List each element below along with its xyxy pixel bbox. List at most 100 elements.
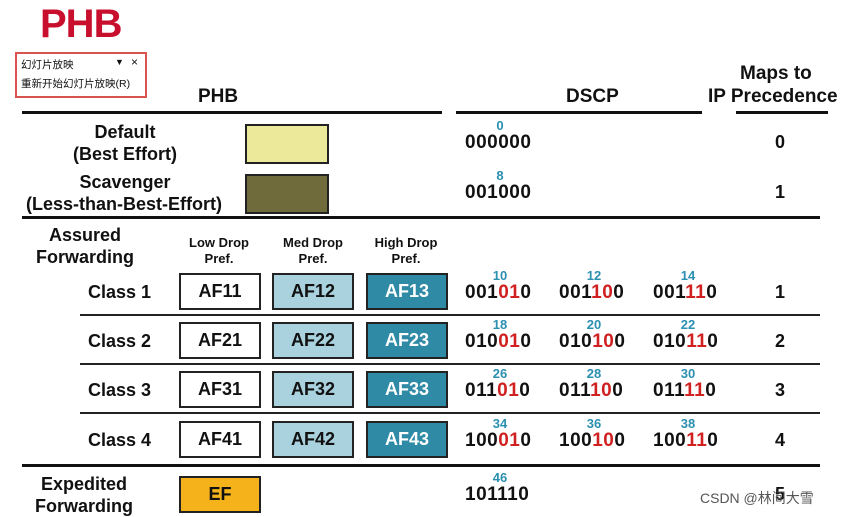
header-rule-phb: [22, 111, 442, 114]
high-drop-header-line2: Pref.: [391, 251, 421, 266]
af-row-divider: [80, 412, 820, 414]
af-high-drop-box: AF13: [366, 273, 448, 310]
dscp-bits-class: 010: [465, 331, 499, 352]
dscp-bits-class: 001: [653, 282, 686, 303]
header-rule-dscp: [456, 111, 702, 114]
maps-header-line2: IP Precedence: [708, 86, 838, 107]
dscp-bits-drop: 10: [591, 282, 614, 303]
close-icon[interactable]: ×: [131, 55, 139, 69]
af-dscp-bits: 011010: [465, 380, 530, 402]
slideshow-menu-label[interactable]: 幻灯片放映: [21, 59, 74, 71]
dscp-bits-class: 011: [465, 380, 498, 401]
af-dscp-bits: 010110: [653, 331, 718, 353]
scavenger-label: Scavenger: [79, 172, 171, 192]
ef-title-line1: Expedited: [40, 474, 128, 494]
maps-header-line1: Maps to: [740, 63, 812, 84]
af-dscp-number: 26: [492, 366, 508, 381]
af-low-drop-box: AF41: [179, 421, 261, 458]
dscp-bits-tail: 0: [614, 430, 626, 451]
dscp-bits-tail: 0: [707, 430, 719, 451]
high-drop-header-line1: High Drop: [374, 235, 438, 250]
dscp-bits-drop: 01: [498, 430, 521, 451]
dscp-bits-class: 100: [559, 430, 593, 451]
dscp-bits-tail: 0: [705, 380, 717, 401]
af-dscp-bits: 100010: [465, 430, 531, 452]
ef-title-line2: Forwarding: [35, 496, 133, 516]
af-dscp-number: 38: [680, 416, 696, 431]
slide-title: PHB: [40, 2, 122, 46]
dscp-bits-tail: 0: [520, 430, 532, 451]
af-med-drop-box: AF12: [272, 273, 354, 310]
dscp-bits-drop: 10: [590, 380, 613, 401]
ef-box: EF: [179, 476, 261, 513]
dscp-bits-drop: 01: [497, 380, 520, 401]
default-dscp-bits: 000000: [465, 132, 532, 153]
section-rule-ef: [22, 464, 820, 467]
af-med-drop-box: AF32: [272, 371, 354, 408]
scavenger-sublabel: (Less-than-Best-Effort): [26, 194, 222, 214]
restart-slideshow-item[interactable]: 重新开始幻灯片放映(R): [21, 78, 131, 90]
af-high-drop-box: AF43: [366, 421, 448, 458]
af-class-label: Class 1: [88, 282, 152, 302]
dropdown-arrow-icon[interactable]: ▼: [115, 57, 124, 67]
dscp-bits-tail: 0: [520, 282, 532, 303]
af-dscp-number: 22: [680, 317, 696, 332]
af-low-drop-box: AF31: [179, 371, 261, 408]
dscp-bits-class: 010: [559, 331, 593, 352]
af-dscp-bits: 011100: [559, 380, 623, 402]
dscp-bits-class: 011: [653, 380, 685, 401]
dscp-bits-drop: 11: [686, 430, 708, 451]
dscp-bits-class: 010: [653, 331, 687, 352]
default-ip-precedence: 0: [774, 132, 785, 152]
ef-ip-precedence: 5: [774, 484, 785, 504]
af-dscp-bits: 001010: [465, 282, 531, 304]
af-ip-precedence: 2: [774, 331, 785, 351]
dscp-bits-drop: 10: [592, 331, 615, 352]
dscp-bits-class: 001: [559, 282, 592, 303]
af-dscp-number: 18: [492, 317, 508, 332]
dscp-bits-drop: 10: [592, 430, 615, 451]
af-dscp-bits: 001110: [653, 282, 717, 304]
af-high-drop-box: AF23: [366, 322, 448, 359]
low-drop-header-line2: Pref.: [204, 251, 234, 266]
af-low-drop-box: AF11: [179, 273, 261, 310]
af-dscp-number: 14: [680, 268, 696, 283]
af-dscp-bits: 100100: [559, 430, 625, 452]
med-drop-header-line2: Pref.: [298, 251, 328, 266]
af-title-line1: Assured: [48, 225, 122, 245]
af-class-label: Class 3: [88, 380, 152, 400]
med-drop-header-line1: Med Drop: [283, 235, 343, 250]
default-dscp-number: 0: [496, 118, 504, 133]
af-row-divider: [80, 363, 820, 365]
af-dscp-bits: 001100: [559, 282, 624, 304]
dscp-bits-drop: 11: [686, 331, 708, 352]
dscp-bits-tail: 0: [520, 331, 532, 352]
af-ip-precedence: 3: [774, 380, 785, 400]
af-dscp-bits: 011110: [653, 380, 716, 402]
af-med-drop-box: AF42: [272, 421, 354, 458]
dscp-bits-tail: 0: [613, 282, 625, 303]
ef-dscp-number: 46: [492, 470, 508, 485]
scavenger-dscp-number: 8: [496, 168, 504, 183]
dscp-bits-tail: 0: [706, 282, 718, 303]
default-sublabel: (Best Effort): [73, 144, 177, 164]
slideshow-popup-menu[interactable]: 幻灯片放映 ▼ × 重新开始幻灯片放映(R): [15, 52, 147, 98]
af-ip-precedence: 1: [774, 282, 785, 302]
scavenger-dscp-bits: 001000: [465, 182, 532, 203]
af-dscp-number: 12: [586, 268, 602, 283]
dscp-bits-tail: 0: [612, 380, 624, 401]
ef-dscp-bits: 101110: [465, 484, 530, 505]
section-rule-af: [22, 216, 820, 219]
af-dscp-bits: 100110: [653, 430, 718, 452]
af-class-label: Class 2: [88, 331, 152, 351]
dscp-bits-tail: 0: [707, 331, 719, 352]
af-row-divider: [80, 314, 820, 316]
dscp-bits-class: 100: [465, 430, 499, 451]
phb-header: PHB: [198, 86, 239, 107]
dscp-bits-class: 001: [465, 282, 499, 303]
af-class-label: Class 4: [88, 430, 152, 450]
scavenger-ip-precedence: 1: [774, 182, 785, 202]
low-drop-header-line1: Low Drop: [189, 235, 249, 250]
af-dscp-number: 30: [680, 366, 696, 381]
dscp-bits-tail: 0: [519, 380, 531, 401]
